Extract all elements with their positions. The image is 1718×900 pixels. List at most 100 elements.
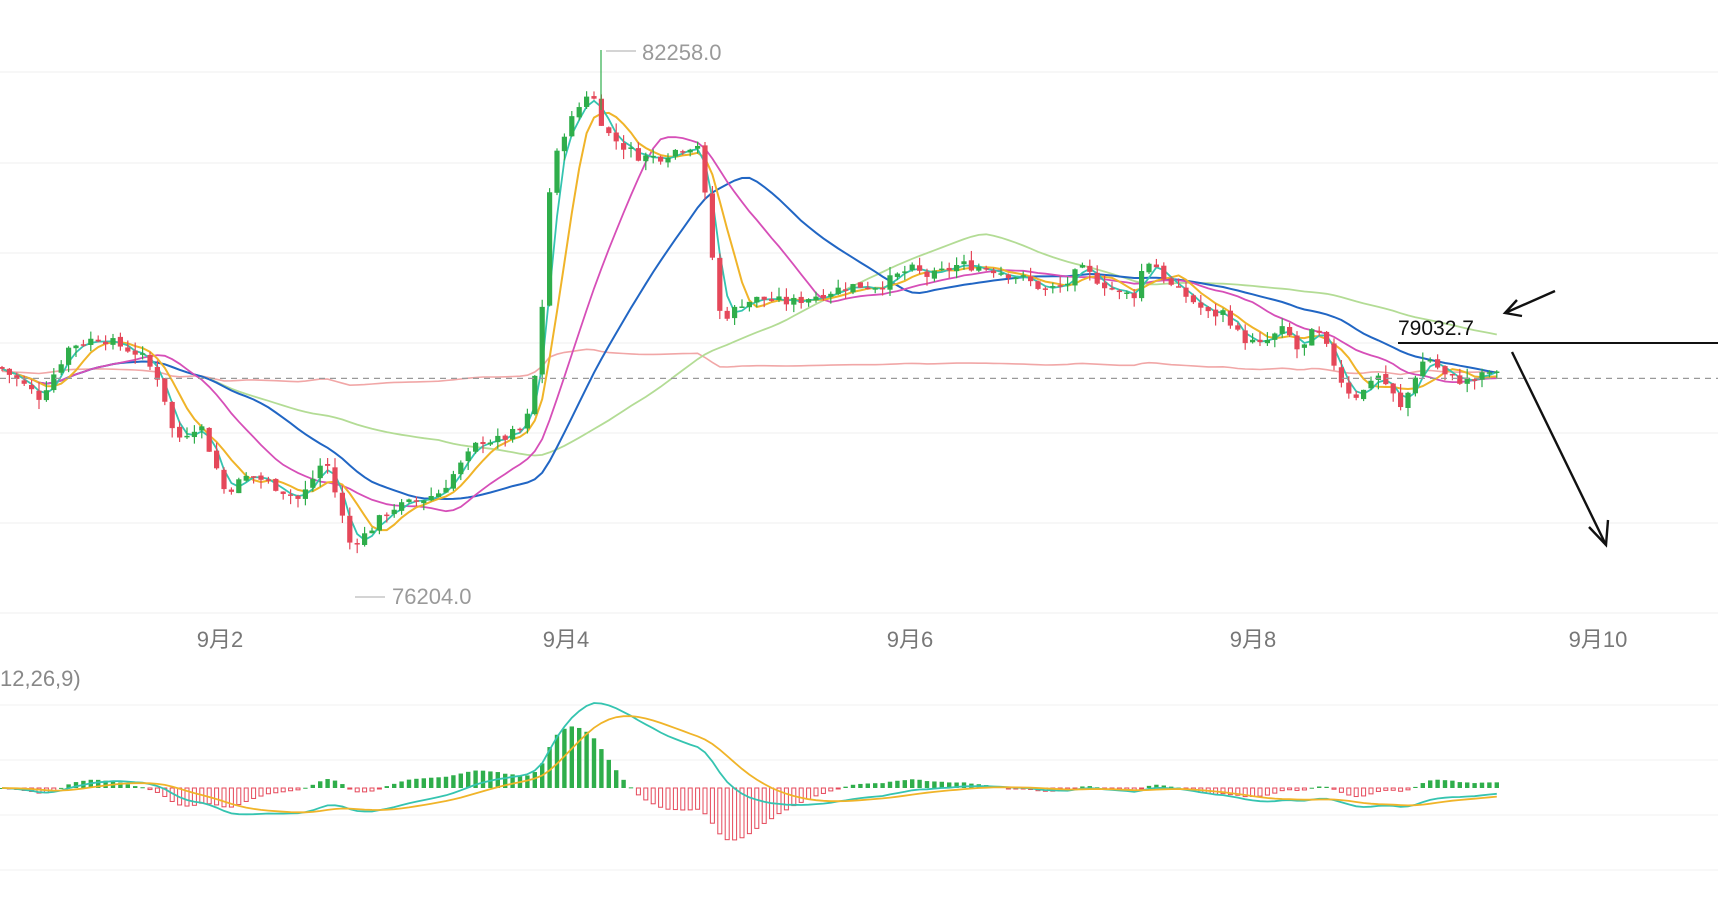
macd-bar bbox=[599, 749, 604, 788]
arrow-to-level bbox=[1504, 289, 1556, 315]
macd-bar bbox=[1080, 786, 1085, 788]
macd-bar bbox=[362, 787, 368, 793]
candle-body bbox=[347, 515, 353, 543]
candle-body bbox=[1050, 286, 1056, 288]
macd-bar bbox=[392, 783, 397, 788]
macd-bar bbox=[184, 787, 190, 807]
candle-body bbox=[125, 347, 131, 352]
macd-bar bbox=[1169, 786, 1174, 788]
candle-body bbox=[820, 294, 826, 299]
candle-body bbox=[1442, 366, 1448, 375]
candle-body bbox=[769, 299, 775, 301]
candle-body bbox=[1242, 330, 1248, 344]
macd-bar bbox=[228, 787, 234, 808]
macd-bar bbox=[1087, 786, 1092, 788]
macd-bar bbox=[154, 787, 160, 793]
macd-bar bbox=[354, 787, 360, 793]
candle-body bbox=[1309, 329, 1315, 346]
candle-body bbox=[117, 336, 123, 347]
macd-bar bbox=[709, 787, 715, 824]
macd-bar bbox=[584, 731, 589, 788]
candle-body bbox=[295, 495, 301, 499]
macd-bar bbox=[162, 787, 168, 797]
candle-body bbox=[1346, 382, 1352, 394]
macd-bar bbox=[761, 787, 767, 824]
macd-bar bbox=[1287, 787, 1293, 791]
candle-body bbox=[140, 353, 146, 355]
macd-bar bbox=[1309, 787, 1314, 789]
macd-bar bbox=[702, 787, 708, 815]
candle-body bbox=[399, 502, 405, 511]
candle-body bbox=[1279, 326, 1285, 334]
macd-bar bbox=[369, 787, 375, 792]
macd-bar bbox=[1383, 787, 1389, 791]
macd-bar bbox=[332, 780, 338, 788]
candle-body bbox=[465, 451, 471, 462]
ma-line-pink bbox=[1, 136, 1497, 513]
candle-body bbox=[473, 442, 479, 452]
macd-bar bbox=[495, 772, 500, 788]
candle-body bbox=[1486, 372, 1492, 374]
high-price-label: 82258.0 bbox=[642, 40, 722, 65]
macd-bar bbox=[376, 787, 382, 790]
candle-body bbox=[21, 380, 27, 384]
candle-body bbox=[428, 495, 434, 501]
candle-body bbox=[1324, 331, 1330, 344]
candle-body bbox=[1405, 392, 1411, 408]
candle-body bbox=[369, 530, 375, 534]
candle-body bbox=[1013, 277, 1019, 280]
candle-body bbox=[1472, 379, 1478, 381]
macd-bar bbox=[243, 787, 249, 802]
macd-bar bbox=[510, 774, 515, 788]
macd-bar bbox=[421, 778, 426, 788]
candle-body bbox=[680, 151, 686, 153]
candle-body bbox=[1494, 371, 1500, 373]
ma-line-blue bbox=[1, 176, 1497, 501]
candle-body bbox=[976, 267, 982, 271]
macd-bar bbox=[347, 787, 353, 790]
macd-bar bbox=[746, 787, 752, 835]
candle-body bbox=[1168, 278, 1174, 285]
candle-body bbox=[1479, 372, 1485, 380]
candle-body bbox=[1257, 339, 1263, 343]
candle-body bbox=[1457, 375, 1463, 384]
macd-bar bbox=[414, 778, 419, 788]
candle-body bbox=[547, 192, 553, 306]
macd-bar bbox=[466, 771, 471, 788]
macd-bar bbox=[717, 787, 723, 835]
macd-bar bbox=[577, 727, 582, 788]
candle-body bbox=[1272, 333, 1278, 340]
macd-bar bbox=[1487, 782, 1492, 788]
candle-body bbox=[317, 465, 323, 479]
macd-bar bbox=[1154, 784, 1159, 788]
candle-body bbox=[251, 476, 257, 478]
candle-body bbox=[761, 296, 767, 300]
candle-body bbox=[776, 296, 782, 300]
candle-body bbox=[687, 149, 693, 153]
macd-bar bbox=[554, 734, 560, 788]
candle-body bbox=[1161, 265, 1167, 280]
candle-body bbox=[961, 261, 967, 265]
macd-dif-line bbox=[1, 702, 1497, 816]
candle-body bbox=[1176, 286, 1182, 288]
candle-body bbox=[162, 378, 168, 402]
candle-body bbox=[487, 442, 493, 445]
macd-bar bbox=[429, 777, 434, 788]
macd-bar bbox=[265, 787, 271, 795]
candle-body bbox=[1094, 272, 1100, 284]
candle-body bbox=[983, 268, 989, 270]
candle-body bbox=[1449, 373, 1455, 376]
macd-bar bbox=[865, 783, 870, 788]
macd-bar bbox=[1146, 785, 1152, 788]
candle-body bbox=[36, 390, 42, 400]
candle-body bbox=[80, 344, 86, 346]
candle-body bbox=[1205, 307, 1211, 312]
candle-body bbox=[606, 127, 612, 134]
macd-bar bbox=[1465, 782, 1470, 788]
candle-body bbox=[931, 270, 937, 279]
macd-bar bbox=[280, 787, 286, 793]
macd-bar bbox=[902, 780, 907, 788]
candle-body bbox=[702, 145, 708, 193]
candle-body bbox=[1220, 310, 1226, 315]
candle-body bbox=[406, 499, 412, 502]
